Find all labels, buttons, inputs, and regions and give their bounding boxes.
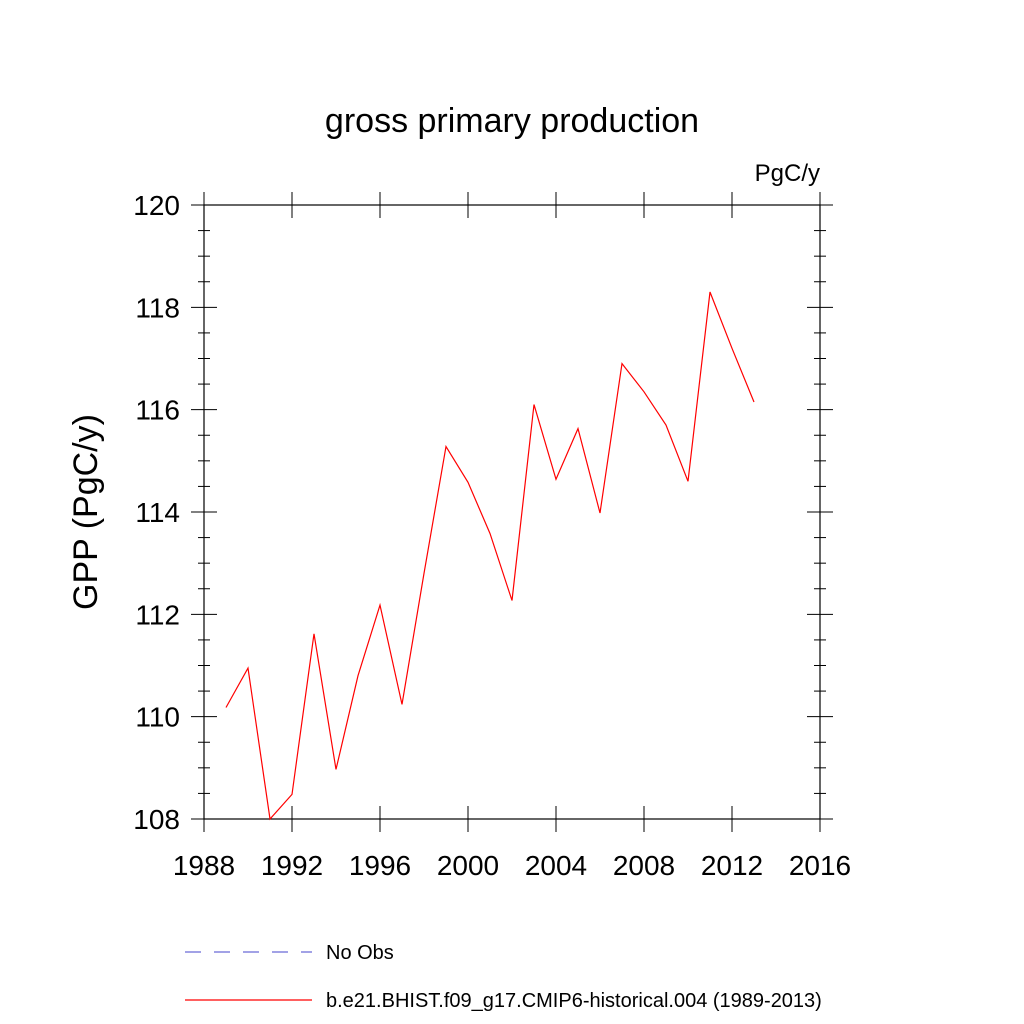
y-tick-label: 116 [135,395,180,426]
x-tick-label: 2008 [613,850,675,881]
series-line [225,291,755,821]
y-tick-label: 118 [135,292,180,323]
x-tick-label: 1996 [349,850,411,881]
legend-label: b.e21.BHIST.f09_g17.CMIP6-historical.004… [326,990,822,1012]
y-axis-label: GPP (PgC/y) [67,414,105,610]
units-label: PgC/y [755,160,820,187]
x-tick-label: 2016 [789,850,851,881]
x-tick-label: 1992 [261,850,323,881]
x-tick-label: 2004 [525,850,587,881]
y-tick-label: 120 [133,190,180,221]
plot-area: 1988 1992 1996 2000 2004 2008 2012 2016 108 110 11… [133,190,851,881]
x-tick-label: 2000 [437,850,499,881]
x-tick-label: 2012 [701,850,763,881]
y-tick-label: 112 [135,599,180,630]
x-tick-label: 1988 [173,850,235,881]
legend: No Obs b.e21.BHIST.f09_g17.CMIP6-historic… [185,942,822,1012]
chart-title: gross primary production [325,102,699,140]
legend-label: No Obs [326,942,394,964]
y-tick-label: 108 [133,804,180,835]
plot-frame [203,204,821,820]
y-tick-label: 110 [135,702,180,733]
y-tick-label: 114 [135,497,180,528]
